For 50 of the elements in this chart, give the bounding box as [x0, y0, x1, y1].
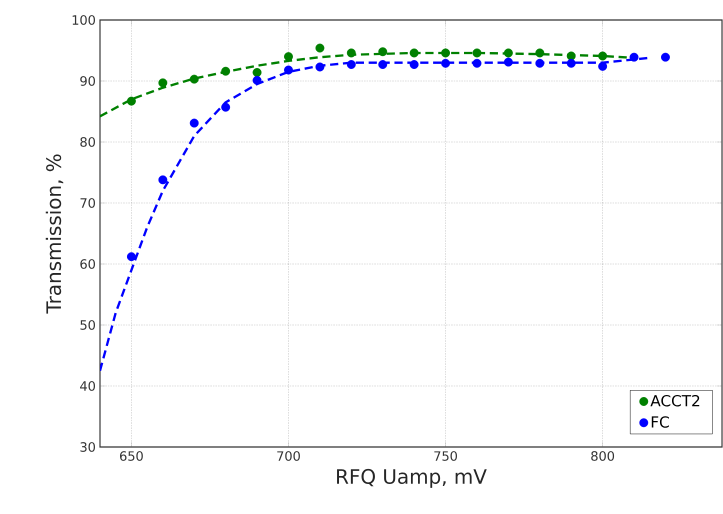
- y-tick-label: 60: [80, 259, 95, 269]
- point: [630, 52, 639, 62]
- point: [346, 60, 356, 69]
- point: [535, 48, 544, 58]
- point: [221, 66, 230, 76]
- point: [315, 44, 324, 53]
- y-tick-label: 80: [80, 137, 95, 147]
- point: [252, 76, 262, 85]
- x-tick-label: 800: [591, 451, 614, 461]
- point: [410, 48, 419, 58]
- point: [284, 52, 293, 62]
- point: [252, 68, 262, 77]
- x-axis-title: RFQ Uamp, mV: [337, 468, 487, 488]
- point: [346, 48, 356, 58]
- y-tick-label: 40: [80, 381, 95, 391]
- point: [441, 58, 450, 68]
- point: [472, 58, 482, 68]
- point: [566, 58, 576, 68]
- x-tick-label: 650: [120, 451, 143, 461]
- point: [190, 74, 199, 84]
- point: [190, 118, 199, 128]
- y-tick-label: 50: [80, 320, 95, 330]
- y-axis-title: Transmission, %: [46, 154, 64, 314]
- point: [598, 52, 608, 60]
- point: [504, 48, 513, 58]
- point: [315, 62, 324, 72]
- x-tick-label: 700: [277, 451, 300, 461]
- legend-label: FC: [652, 416, 669, 428]
- point: [661, 52, 670, 62]
- legend-label: ACCT2: [650, 394, 700, 406]
- point: [472, 48, 482, 58]
- point: [126, 252, 136, 262]
- y-tick-label: 100: [72, 15, 95, 25]
- point: [535, 58, 544, 68]
- point: [410, 60, 419, 69]
- y-tick-label: 30: [80, 442, 95, 452]
- point: [441, 48, 450, 58]
- point: [284, 66, 293, 74]
- point: [504, 58, 513, 67]
- point: [566, 52, 576, 60]
- y-tick-label: 70: [80, 198, 95, 208]
- point: [598, 62, 608, 71]
- point: [158, 78, 168, 88]
- point: [126, 96, 136, 106]
- x-tick-label: 750: [434, 451, 457, 461]
- y-tick-label: 90: [80, 76, 95, 86]
- point: [158, 175, 168, 184]
- point: [378, 60, 388, 69]
- point: [378, 47, 388, 56]
- point: [221, 102, 230, 112]
